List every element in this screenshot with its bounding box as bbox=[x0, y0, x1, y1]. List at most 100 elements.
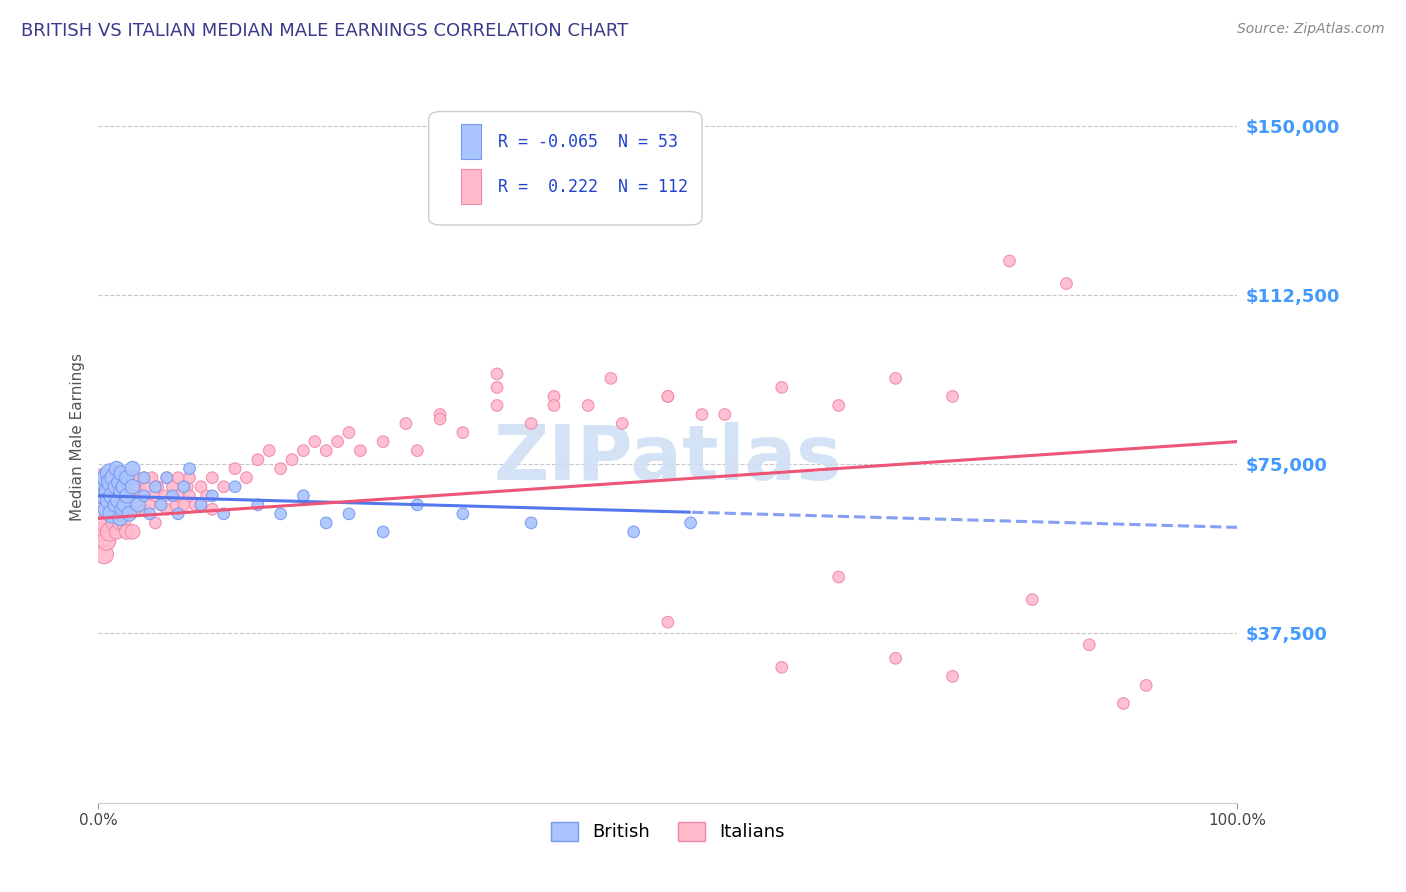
Point bbox=[120, 498, 142, 512]
Point bbox=[690, 408, 713, 422]
Point bbox=[111, 498, 134, 512]
Point bbox=[150, 498, 173, 512]
Point bbox=[201, 471, 224, 485]
Point bbox=[543, 389, 565, 403]
Point bbox=[224, 461, 246, 475]
Point bbox=[349, 443, 371, 458]
Point bbox=[115, 471, 138, 485]
Point bbox=[91, 471, 114, 485]
Point bbox=[98, 466, 121, 480]
Point bbox=[451, 425, 474, 440]
Point bbox=[520, 516, 543, 530]
Point bbox=[150, 498, 173, 512]
Point bbox=[246, 498, 269, 512]
Point bbox=[162, 480, 184, 494]
Point bbox=[520, 417, 543, 431]
Point bbox=[108, 480, 131, 494]
Point bbox=[179, 489, 201, 503]
Point bbox=[112, 480, 135, 494]
Point bbox=[122, 471, 145, 485]
Point bbox=[714, 408, 737, 422]
Legend: British, Italians: British, Italians bbox=[544, 814, 792, 848]
Point bbox=[94, 489, 117, 503]
Point bbox=[118, 471, 141, 485]
Point bbox=[127, 498, 149, 512]
Point bbox=[657, 615, 679, 630]
Point bbox=[101, 480, 124, 494]
Point bbox=[486, 399, 509, 413]
Point bbox=[156, 471, 179, 485]
Point bbox=[828, 399, 851, 413]
FancyBboxPatch shape bbox=[461, 169, 481, 204]
Point bbox=[132, 502, 155, 516]
Point bbox=[96, 471, 118, 485]
Point bbox=[998, 254, 1021, 268]
Point bbox=[315, 443, 337, 458]
Point bbox=[115, 489, 138, 503]
Point bbox=[292, 443, 315, 458]
Point bbox=[96, 480, 118, 494]
Point bbox=[212, 507, 235, 521]
Text: ZIPatlas: ZIPatlas bbox=[494, 422, 842, 496]
Point bbox=[100, 498, 122, 512]
Point bbox=[156, 471, 179, 485]
Point bbox=[104, 480, 127, 494]
Point bbox=[93, 489, 115, 503]
Point bbox=[131, 489, 153, 503]
Point bbox=[135, 480, 157, 494]
Point bbox=[1054, 277, 1078, 291]
Point bbox=[121, 480, 143, 494]
Point bbox=[770, 660, 793, 674]
FancyBboxPatch shape bbox=[429, 112, 702, 225]
Point bbox=[110, 484, 132, 499]
Point bbox=[292, 489, 315, 503]
Point bbox=[124, 502, 146, 516]
Point bbox=[104, 498, 127, 512]
Point bbox=[190, 498, 212, 512]
Point bbox=[884, 371, 907, 385]
Point bbox=[259, 443, 281, 458]
Point bbox=[103, 516, 125, 530]
Point bbox=[828, 570, 851, 584]
Point bbox=[141, 471, 163, 485]
Point bbox=[612, 417, 634, 431]
Point bbox=[114, 480, 136, 494]
Text: R = -0.065  N = 53: R = -0.065 N = 53 bbox=[498, 133, 678, 151]
Point bbox=[623, 524, 645, 539]
Point bbox=[179, 461, 201, 475]
Point bbox=[110, 471, 132, 485]
Point bbox=[105, 461, 128, 475]
Point bbox=[112, 516, 135, 530]
Point bbox=[657, 389, 679, 403]
Point bbox=[101, 507, 124, 521]
Point bbox=[153, 489, 176, 503]
Point bbox=[132, 489, 155, 503]
Text: R =  0.222  N = 112: R = 0.222 N = 112 bbox=[498, 178, 688, 196]
Point bbox=[93, 548, 115, 562]
Point bbox=[371, 524, 394, 539]
Point bbox=[201, 489, 224, 503]
Point bbox=[110, 466, 132, 480]
Point bbox=[108, 475, 131, 490]
Point bbox=[115, 524, 138, 539]
Point bbox=[190, 498, 212, 512]
Point bbox=[543, 399, 565, 413]
Point bbox=[486, 380, 509, 394]
Point bbox=[270, 461, 292, 475]
Point bbox=[337, 507, 360, 521]
Point bbox=[406, 498, 429, 512]
Point bbox=[98, 493, 121, 508]
Point bbox=[337, 425, 360, 440]
Point bbox=[98, 524, 121, 539]
Text: Source: ZipAtlas.com: Source: ZipAtlas.com bbox=[1237, 22, 1385, 37]
Point bbox=[108, 516, 131, 530]
Point bbox=[406, 443, 429, 458]
Point bbox=[942, 389, 965, 403]
Point bbox=[281, 452, 304, 467]
Point bbox=[167, 471, 190, 485]
Point bbox=[121, 524, 143, 539]
Text: BRITISH VS ITALIAN MEDIAN MALE EARNINGS CORRELATION CHART: BRITISH VS ITALIAN MEDIAN MALE EARNINGS … bbox=[21, 22, 628, 40]
Point bbox=[96, 502, 118, 516]
Point bbox=[132, 471, 155, 485]
Point bbox=[1021, 592, 1043, 607]
